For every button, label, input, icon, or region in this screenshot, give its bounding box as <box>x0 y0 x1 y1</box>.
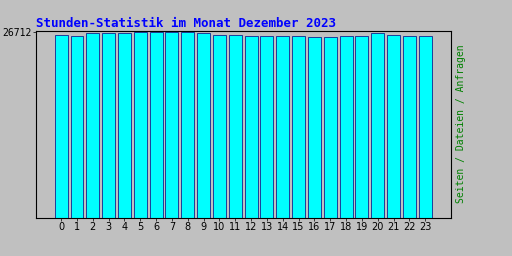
Text: Stunden-Statistik im Monat Dezember 2023: Stunden-Statistik im Monat Dezember 2023 <box>36 17 336 29</box>
Bar <box>165 32 179 218</box>
Bar <box>102 33 115 218</box>
Bar <box>87 34 99 218</box>
Bar <box>308 37 321 218</box>
Bar <box>55 35 68 218</box>
Bar <box>276 36 289 218</box>
Bar <box>261 36 273 218</box>
Bar <box>324 37 337 218</box>
Bar <box>339 36 353 218</box>
Bar <box>387 35 400 218</box>
Bar <box>150 32 163 218</box>
Bar <box>118 33 131 218</box>
Bar <box>71 36 83 218</box>
Bar <box>181 32 194 218</box>
Bar <box>213 35 226 218</box>
Bar <box>371 33 384 218</box>
Bar <box>229 35 242 218</box>
Y-axis label: Seiten / Dateien / Anfragen: Seiten / Dateien / Anfragen <box>456 45 466 204</box>
Bar <box>419 36 432 218</box>
Bar <box>197 34 210 218</box>
Bar <box>134 33 147 218</box>
Bar <box>292 36 305 218</box>
Bar <box>245 36 258 218</box>
Bar <box>355 36 369 218</box>
Bar <box>403 36 416 218</box>
